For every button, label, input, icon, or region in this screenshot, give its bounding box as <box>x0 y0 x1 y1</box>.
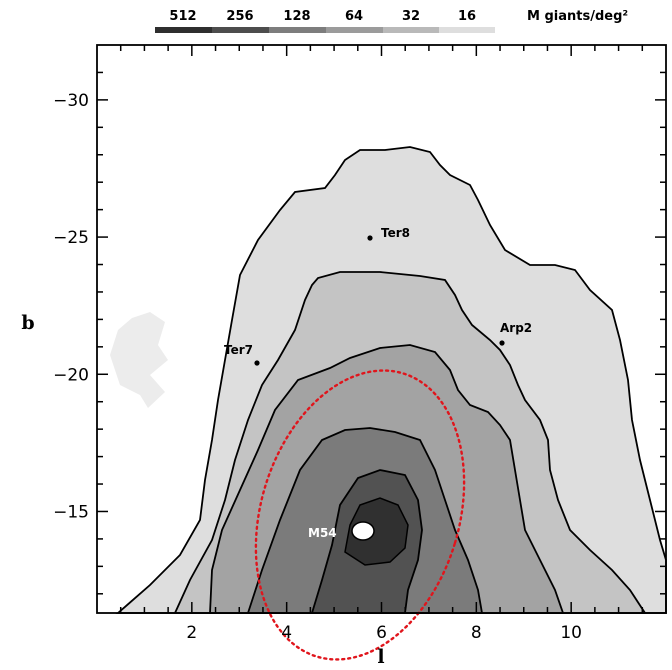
colorbar: 512 256 128 64 32 16 M giants/deg² <box>155 9 628 33</box>
y-tick-label: −30 <box>53 91 89 111</box>
colorbar-swatch-32 <box>383 27 439 33</box>
y-axis-label: b <box>21 312 34 334</box>
marker-ter8 <box>367 235 373 241</box>
colorbar-swatch-16 <box>439 27 495 33</box>
colorbar-label-16: 16 <box>458 9 476 24</box>
red-dotted-ellipse <box>254 369 466 661</box>
colorbar-label-512: 512 <box>169 9 196 24</box>
marker-arp2 <box>499 340 505 346</box>
marker-m54 <box>360 528 366 534</box>
x-axis-label: l <box>377 646 384 668</box>
y-tick-label: −15 <box>53 502 89 522</box>
colorbar-swatch-128 <box>269 27 326 33</box>
label-ter8: Ter8 <box>381 226 410 240</box>
colorbar-label-64: 64 <box>345 9 363 24</box>
marker-ter7 <box>254 360 260 366</box>
label-ter7: Ter7 <box>224 343 253 357</box>
axis-ticks <box>97 45 666 613</box>
colorbar-unit: M giants/deg² <box>527 9 628 24</box>
axis-tick-labels: 2 4 6 8 10 −15 −20 −25 −30 <box>53 91 582 643</box>
y-tick-label: −20 <box>53 365 89 385</box>
colorbar-swatch-512 <box>155 27 212 33</box>
contour-level-512 <box>344 497 409 566</box>
x-tick-label: 8 <box>471 623 482 643</box>
colorbar-swatch-64 <box>326 27 383 33</box>
colorbar-swatch-256 <box>212 27 269 33</box>
x-tick-label: 4 <box>281 623 292 643</box>
plot-area: Ter8 Arp2 Ter7 M54 <box>97 45 667 661</box>
colorbar-label-128: 128 <box>283 9 310 24</box>
x-tick-label: 6 <box>376 623 387 643</box>
x-tick-label: 10 <box>560 623 582 643</box>
x-tick-label: 2 <box>186 623 197 643</box>
scatter-patch-left <box>110 312 168 408</box>
label-arp2: Arp2 <box>500 321 532 335</box>
y-tick-label: −25 <box>53 228 89 248</box>
label-m54: M54 <box>308 526 337 540</box>
colorbar-label-32: 32 <box>402 9 420 24</box>
colorbar-label-256: 256 <box>226 9 253 24</box>
